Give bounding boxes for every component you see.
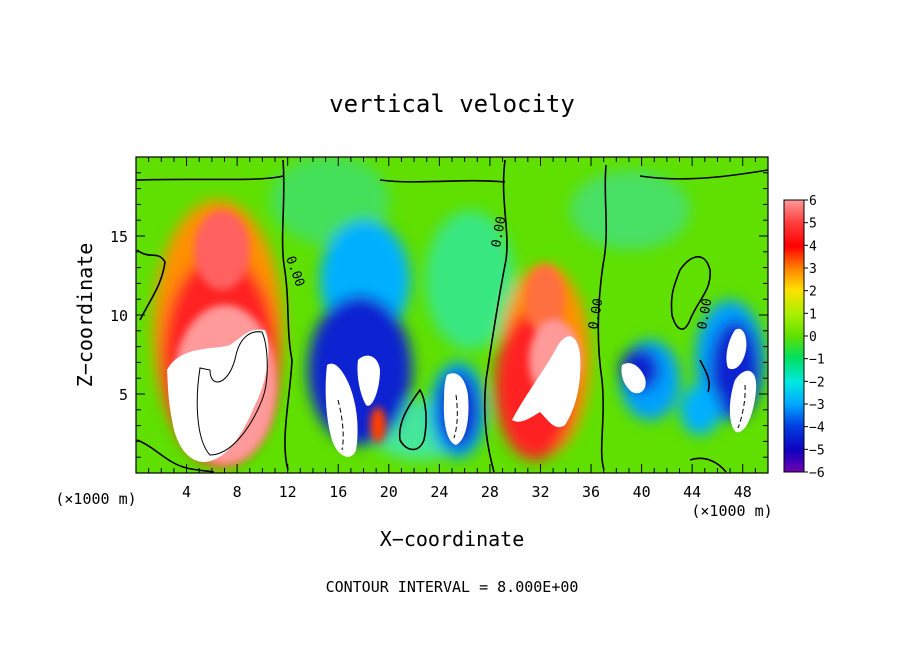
colorbar-tick-label: 2 [809,285,817,300]
x-tick-label: 12 [279,483,297,501]
x-tick-label: 44 [683,483,701,501]
x-tick-label: 40 [633,483,651,501]
x-tick-label: 20 [380,483,398,501]
contour-interval-note: CONTOUR INTERVAL = 8.000E+00 [326,578,579,596]
colorbar-tick-label: −2 [809,375,825,390]
colorbar-tick-label: 1 [809,307,817,322]
colorbar-tick-label: 5 [809,217,817,232]
saturated-cores [167,328,757,462]
colorbar-tick-label: 6 [809,194,817,209]
colorbar: 6 5 4 3 2 1 0 −1 −2 −3 −4 −5 −6 [783,194,825,481]
colorbar-tick-label: −5 [809,443,825,458]
y-multiplier-label: (×1000 m) [55,490,136,508]
x-axis: 4 8 12 16 20 24 28 32 36 40 44 48 [148,157,756,501]
contour-lines [136,159,768,473]
colorbar-tick-label: −4 [809,421,825,436]
colorbar-gradient [783,199,805,473]
x-tick-label: 24 [430,483,448,501]
x-tick-label: 28 [481,483,499,501]
chart-title: vertical velocity [329,90,575,118]
colorbar-ticks: 6 5 4 3 2 1 0 −1 −2 −3 −4 −5 −6 [804,194,825,481]
dashed-contours [337,384,746,451]
colorbar-tick-label: −6 [809,466,825,481]
colorbar-tick-label: 4 [809,239,817,254]
colorbar-tick-label: 0 [809,330,817,345]
colorbar-tick-label: −1 [809,353,825,368]
y-tick-label: 10 [110,307,128,325]
x-tick-label: 4 [182,483,191,501]
y-tick-label: 15 [110,228,128,246]
contour-label: 0.00 [695,297,715,330]
y-axis: 5 10 15 [110,172,768,458]
contour-label: 0.00 [489,215,509,248]
x-tick-label: 16 [329,483,347,501]
x-tick-label: 48 [734,483,752,501]
heatmap-field: 0.00 0.00 0.00 0.00 [136,157,768,473]
y-tick-label: 5 [119,386,128,404]
contour-label: 0.00 [586,297,606,330]
y-axis-title: Z−coordinate [73,243,97,388]
x-tick-label: 8 [233,483,242,501]
x-multiplier-label: (×1000 m) [691,502,772,520]
x-tick-label: 36 [582,483,600,501]
colorbar-tick-label: 3 [809,262,817,277]
x-axis-title: X−coordinate [380,527,525,551]
x-tick-label: 32 [531,483,549,501]
colorbar-tick-label: −3 [809,398,825,413]
